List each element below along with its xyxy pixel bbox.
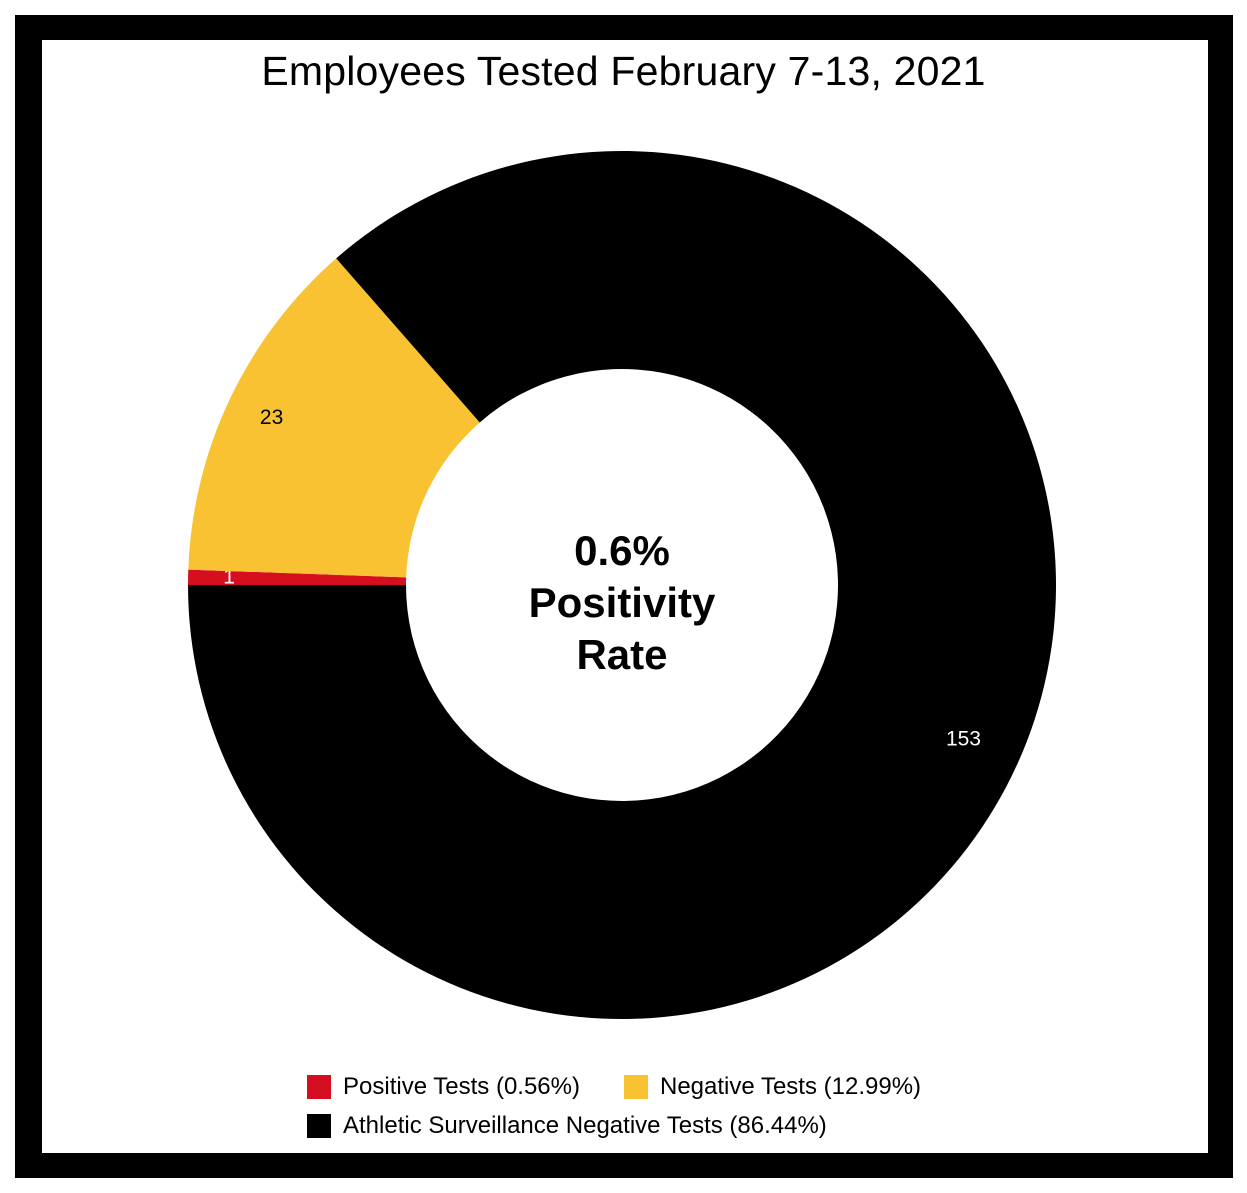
slice-athletic — [188, 150, 1057, 1019]
center-label-line-2: Positivity — [528, 579, 716, 626]
data-label-negative: 23 — [260, 406, 283, 429]
chart-title: Employees Tested February 7-13, 2021 — [261, 48, 986, 94]
slice-positive — [188, 569, 407, 585]
legend-label-athletic: Athletic Surveillance Negative Tests (86… — [343, 1112, 827, 1139]
legend-item-negative: Negative Tests (12.99%) — [624, 1073, 921, 1101]
center-label-line-3: Rate — [576, 631, 668, 678]
legend-item-positive: Positive Tests (0.56%) — [307, 1073, 580, 1101]
slice-negative — [188, 258, 480, 578]
legend-label-positive: Positive Tests (0.56%) — [343, 1073, 580, 1100]
legend-swatch-positive — [307, 1075, 331, 1099]
center-label-line-1: 0.6% — [574, 527, 670, 574]
legend-swatch-negative — [624, 1075, 648, 1099]
positivity-rate-label: 0.6% Positivity Rate — [472, 525, 772, 681]
legend-item-athletic: Athletic Surveillance Negative Tests (86… — [307, 1112, 827, 1140]
legend-label-negative: Negative Tests (12.99%) — [660, 1073, 922, 1100]
data-label-positive: 1 — [223, 566, 235, 589]
data-label-athletic: 153 — [946, 728, 981, 751]
legend-swatch-athletic — [307, 1114, 331, 1138]
